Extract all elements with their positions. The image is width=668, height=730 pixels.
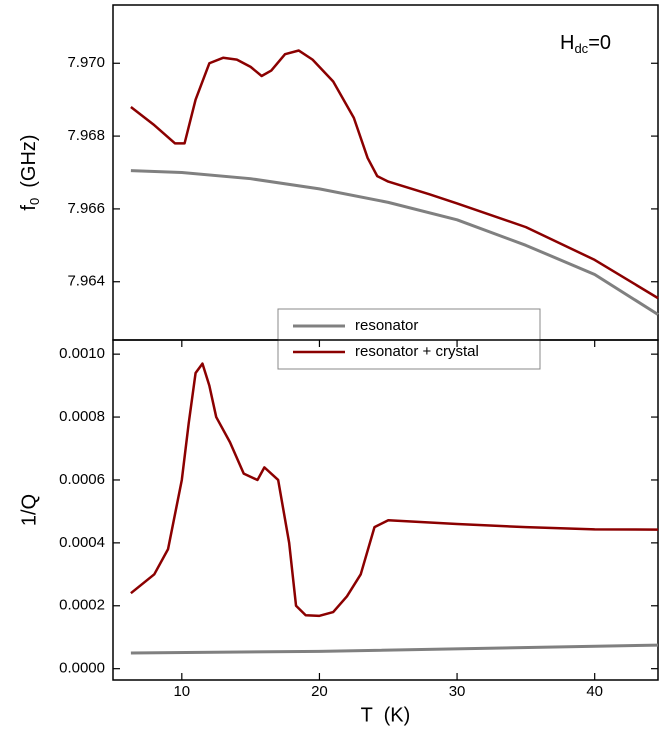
y-axis-label-sub: 0 <box>27 198 42 205</box>
legend-box <box>277 308 541 370</box>
y-tick-label: 7.966 <box>67 200 105 217</box>
legend-label: resonator + crystal <box>355 343 479 360</box>
y-tick-label: 0.0002 <box>59 597 105 614</box>
y-tick-label: 7.970 <box>67 54 105 71</box>
legend-label: resonator <box>355 317 418 334</box>
y-tick-label: 0.0008 <box>59 408 105 425</box>
y-tick-label: 7.964 <box>67 273 105 290</box>
x-tick-label: 40 <box>586 683 603 700</box>
y-axis-label: 1/Q <box>18 494 40 526</box>
annotation-sub: dc <box>574 41 588 56</box>
data-line <box>130 49 659 300</box>
data-line <box>130 362 659 618</box>
y-axis-label-main: f <box>18 205 40 211</box>
annotation-suffix: =0 <box>588 32 611 54</box>
y-axis-label-unit: (GHz) <box>18 134 40 187</box>
y-tick-label: 7.968 <box>67 127 105 144</box>
annotation-main: H <box>560 32 574 54</box>
plot-frame <box>112 339 659 681</box>
x-tick-label: 20 <box>311 683 328 700</box>
x-axis-label: T (K) <box>361 704 411 726</box>
data-line <box>130 643 659 655</box>
y-axis-label: f0 (GHz) <box>18 134 42 210</box>
y-tick-label: 0.0010 <box>59 345 105 362</box>
y-tick-label: 0.0000 <box>59 660 105 677</box>
y-tick-label: 0.0004 <box>59 534 105 551</box>
annotation: Hdc=0 <box>560 32 611 56</box>
y-tick-label: 0.0006 <box>59 471 105 488</box>
x-tick-label: 10 <box>173 683 190 700</box>
data-line <box>130 169 659 316</box>
x-tick-label: 30 <box>449 683 466 700</box>
